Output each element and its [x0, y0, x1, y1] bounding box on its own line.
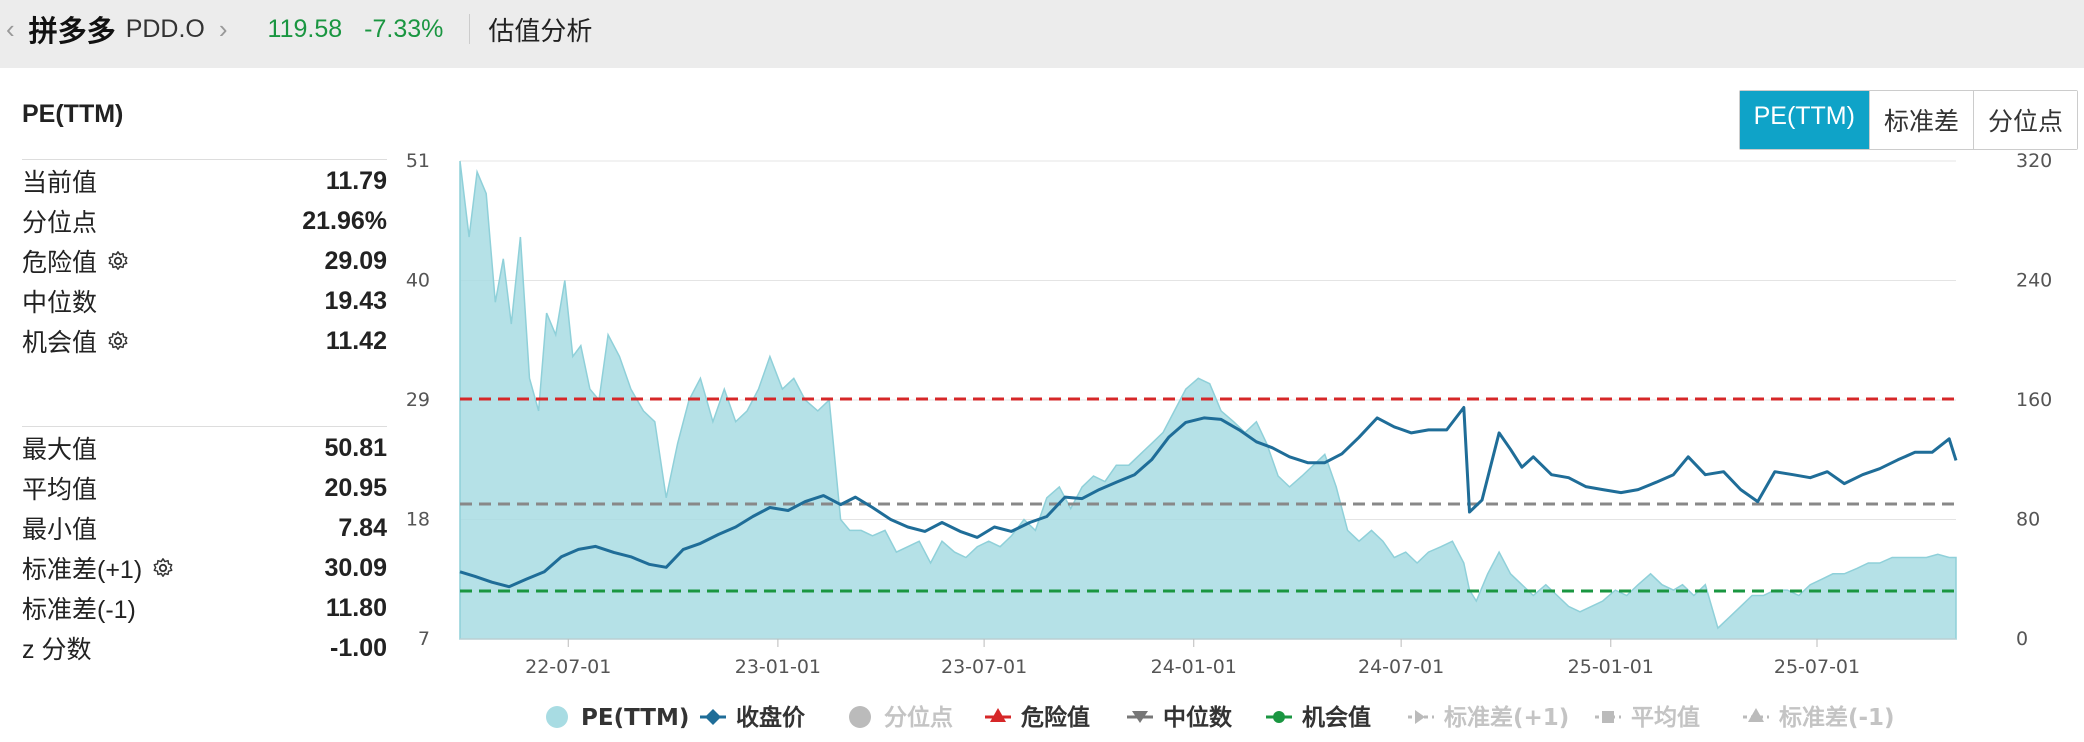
y-right-tick-label: 320 — [2016, 150, 2052, 172]
stat-value: 29.09 — [324, 246, 387, 275]
legend-marker — [990, 708, 1006, 722]
stat-row: 最小值 7.84 — [22, 508, 387, 548]
stat-row: 中位数 19.43 — [22, 281, 387, 321]
header-divider — [469, 14, 471, 44]
stat-value: 11.42 — [325, 326, 387, 355]
tab-percentile[interactable]: 分位点 — [1972, 91, 2077, 149]
header-bar: ‹ 拼多多 PDD.O › 119.58 -7.33% 估值分析 — [0, 0, 2084, 58]
stat-label: 最大值 — [22, 436, 98, 464]
y-left-tick-label: 7 — [418, 628, 430, 650]
tab-std-dev[interactable]: 标准差 — [1868, 91, 1973, 149]
gear-icon[interactable] — [142, 557, 174, 579]
stat-row: 最大值 50.81 — [22, 428, 387, 468]
metric-tabs: PE(TTM) 标准差 分位点 — [1738, 90, 2078, 150]
stats-divider-bottom — [22, 426, 387, 427]
legend-marker — [1132, 711, 1148, 723]
stat-row: 分位点 21.96% — [22, 201, 387, 241]
stat-row: 平均值 20.95 — [22, 468, 387, 508]
x-tick-label: 22-07-01 — [525, 656, 611, 678]
tab-pe-ttm[interactable]: PE(TTM) — [1739, 91, 1869, 149]
x-tick-label: 24-07-01 — [1358, 656, 1444, 678]
stock-name: 拼多多 — [28, 16, 116, 48]
stat-label: 最小值 — [22, 516, 98, 544]
stock-price: 119.58 — [267, 14, 343, 43]
stock-code: PDD.O — [125, 14, 205, 43]
stat-row: z 分数 -1.00 — [22, 628, 387, 668]
stat-label: 机会值 — [22, 329, 98, 357]
panel-title: PE(TTM) — [22, 100, 124, 128]
legend-label[interactable]: 平均值 — [1631, 704, 1700, 731]
stat-label: 平均值 — [22, 476, 98, 504]
legend-label[interactable]: 分位点 — [884, 704, 953, 731]
y-left-tick-label: 40 — [406, 270, 430, 292]
stat-value: 11.80 — [325, 593, 387, 622]
y-right-tick-label: 240 — [2016, 270, 2052, 292]
stat-row: 当前值 11.79 — [22, 161, 387, 201]
stat-value: -1.00 — [330, 633, 387, 662]
stat-value: 7.84 — [338, 513, 387, 542]
stat-label: 危险值 — [22, 249, 98, 277]
stat-value: 11.79 — [325, 166, 387, 195]
legend-marker — [546, 706, 568, 728]
stats-top: 当前值 11.79 分位点 21.96% 危险值 29.09 中位数 19.43 机会值 11.4… — [22, 161, 387, 361]
legend-label[interactable]: PE(TTM) — [581, 705, 689, 731]
legend-marker — [705, 709, 721, 725]
close-price-line — [459, 406, 1958, 589]
stat-value: 20.95 — [324, 473, 387, 502]
x-tick-label: 24-01-01 — [1151, 656, 1237, 678]
stat-value: 19.43 — [324, 286, 387, 315]
next-arrow-icon[interactable]: › — [218, 13, 228, 44]
valuation-card: PE(TTM) PE(TTM) 标准差 分位点 当前值 11.79 分位点 21.96… — [0, 68, 2084, 742]
gear-icon[interactable] — [97, 250, 129, 272]
stat-value: 50.81 — [324, 433, 387, 462]
legend-marker — [1602, 711, 1614, 723]
stat-label: 标准差(+1) — [22, 556, 143, 584]
stats-divider-top — [22, 159, 387, 160]
stat-row: 机会值 11.42 — [22, 321, 387, 361]
stat-row: 标准差(-1) 11.80 — [22, 588, 387, 628]
x-tick-label: 23-01-01 — [735, 656, 821, 678]
y-left-tick-label: 29 — [406, 389, 430, 411]
legend-marker — [849, 706, 871, 728]
y-right-tick-label: 80 — [2016, 509, 2040, 531]
stat-label: 中位数 — [22, 289, 98, 317]
stat-label: 标准差(-1) — [22, 596, 136, 624]
legend-label[interactable]: 标准差(-1) — [1779, 704, 1895, 731]
y-right-tick-label: 160 — [2016, 389, 2052, 411]
tool-title: 估值分析 — [488, 15, 593, 46]
y-right-tick-label: 0 — [2016, 628, 2028, 650]
stat-label: 当前值 — [22, 169, 98, 197]
stat-label: 分位点 — [22, 209, 98, 237]
legend-label[interactable]: 机会值 — [1302, 704, 1371, 731]
x-tick-label: 25-07-01 — [1774, 656, 1860, 678]
stat-label: z 分数 — [22, 636, 92, 664]
legend-label[interactable]: 收盘价 — [736, 704, 806, 731]
x-tick-label: 23-07-01 — [941, 656, 1027, 678]
legend-marker — [1748, 708, 1764, 722]
x-tick-label: 25-01-01 — [1568, 656, 1654, 678]
gear-icon[interactable] — [97, 330, 129, 352]
legend-label[interactable]: 危险值 — [1021, 704, 1090, 731]
y-left-tick-label: 18 — [406, 509, 430, 531]
stat-value: 30.09 — [324, 553, 387, 582]
stat-value: 21.96% — [302, 206, 387, 235]
prev-arrow-icon[interactable]: ‹ — [6, 13, 15, 44]
legend-label[interactable]: 中位数 — [1163, 704, 1233, 731]
legend-label[interactable]: 标准差(+1) — [1444, 704, 1569, 731]
stat-row: 标准差(+1) 30.09 — [22, 548, 387, 588]
pe-chart[interactable]: 7 18 29 40 51 0 80 160 240 320 22-07-01 23-01-01 23-… — [0, 68, 2084, 742]
stat-row: 危险值 29.09 — [22, 241, 387, 281]
stock-change: -7.33% — [364, 14, 444, 43]
legend-marker — [1415, 710, 1425, 724]
stats-bottom: 最大值 50.81 平均值 20.95 最小值 7.84 标准差(+1) 30.09 标准差(-… — [22, 428, 387, 668]
y-left-tick-label: 51 — [406, 150, 430, 172]
legend-marker — [1273, 711, 1285, 723]
